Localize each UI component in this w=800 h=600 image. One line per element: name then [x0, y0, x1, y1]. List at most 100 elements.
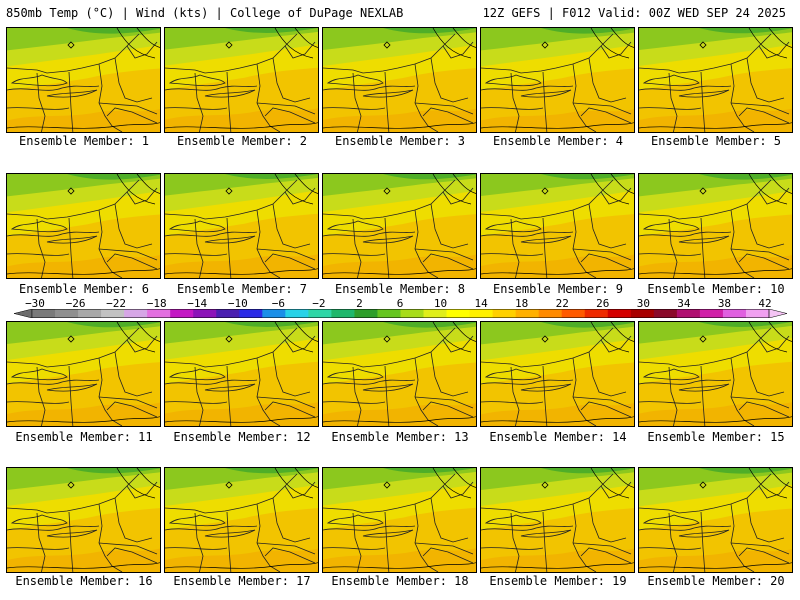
temperature-map [639, 322, 792, 426]
colorbar-swatch [630, 309, 655, 318]
colorbar-swatch [32, 309, 56, 318]
temperature-map [639, 174, 792, 278]
temperature-map [323, 468, 476, 572]
colorbar-tick-label: 38 [717, 297, 732, 310]
colorbar-tick-label: 30 [636, 297, 650, 310]
colorbar-swatch [561, 309, 586, 318]
temperature-map [7, 28, 160, 132]
colorbar-tick-label: −10 [227, 297, 248, 310]
colorbar-tick-label: −30 [25, 297, 45, 310]
colorbar-tick-label: −2 [312, 297, 326, 310]
ensemble-member-panel [6, 321, 161, 427]
colorbar-swatch [78, 309, 102, 318]
temperature-map [165, 468, 318, 572]
colorbar-swatch [170, 309, 194, 318]
colorbar-swatch [101, 309, 125, 318]
ensemble-member-label: Ensemble Member: 5 [650, 134, 782, 148]
temperature-map [323, 322, 476, 426]
ensemble-member-label: Ensemble Member: 6 [18, 282, 150, 296]
ensemble-member-label: Ensemble Member: 20 [647, 574, 785, 588]
ensemble-member-panel [164, 467, 319, 573]
colorbar-swatch [676, 309, 701, 318]
colorbar-tick-label: 10 [433, 297, 448, 310]
colorbar-swatch [722, 309, 747, 318]
ensemble-member-panel [480, 27, 635, 133]
ensemble-member-label: Ensemble Member: 3 [334, 134, 466, 148]
colorbar-tick-label: 34 [677, 297, 691, 310]
colorbar-tick-label: 42 [758, 297, 772, 310]
colorbar-tick-label: 14 [474, 297, 488, 310]
colorbar-swatch [515, 309, 540, 318]
colorbar-tick-label: −6 [271, 297, 285, 310]
colorbar-swatch [400, 309, 424, 318]
temperature-map [7, 174, 160, 278]
colorbar-swatch [124, 309, 148, 318]
temperature-map [165, 174, 318, 278]
ensemble-member-panel [164, 173, 319, 279]
ensemble-member-label: Ensemble Member: 8 [334, 282, 466, 296]
temperature-map [481, 174, 634, 278]
colorbar-tick-label: 22 [555, 297, 569, 310]
colorbar-swatch [423, 309, 447, 318]
ensemble-member-label: Ensemble Member: 18 [331, 574, 469, 588]
ensemble-member-label: Ensemble Member: 12 [173, 430, 311, 444]
temperature-map [165, 28, 318, 132]
ensemble-member-panel [322, 27, 477, 133]
colorbar-tick-label: −18 [146, 297, 167, 310]
ensemble-member-label: Ensemble Member: 13 [331, 430, 469, 444]
temperature-map [639, 468, 792, 572]
colorbar-swatch [216, 309, 240, 318]
colorbar-swatch [285, 309, 309, 318]
temperature-map [323, 28, 476, 132]
temperature-map [7, 468, 160, 572]
temperature-map [165, 322, 318, 426]
colorbar-max-arrow [768, 309, 787, 318]
ensemble-member-panel [6, 173, 161, 279]
colorbar-tick-label: −26 [65, 297, 86, 310]
colorbar-swatch [446, 309, 470, 318]
ensemble-member-panel [638, 467, 793, 573]
ensemble-member-label: Ensemble Member: 1 [18, 134, 150, 148]
colorbar-tick-label: 26 [596, 297, 610, 310]
ensemble-member-panel [322, 321, 477, 427]
ensemble-member-panel [638, 173, 793, 279]
ensemble-member-panel [6, 467, 161, 573]
ensemble-member-panel [638, 321, 793, 427]
ensemble-member-label: Ensemble Member: 7 [176, 282, 308, 296]
colorbar-tick-label: 2 [356, 297, 363, 310]
colorbar-swatch [584, 309, 609, 318]
ensemble-member-panel [480, 467, 635, 573]
colorbar-swatch [193, 309, 217, 318]
colorbar-swatch [538, 309, 563, 318]
colorbar-swatch [308, 309, 332, 318]
colorbar-min-arrow [14, 309, 33, 318]
colorbar-tick-label: −14 [187, 297, 208, 310]
ensemble-member-panel [164, 27, 319, 133]
ensemble-member-label: Ensemble Member: 10 [647, 282, 785, 296]
ensemble-member-label: Ensemble Member: 19 [489, 574, 627, 588]
colorbar-swatch [147, 309, 171, 318]
ensemble-member-label: Ensemble Member: 2 [176, 134, 308, 148]
colorbar-swatch [469, 309, 494, 318]
ensemble-member-panel [638, 27, 793, 133]
ensemble-member-panel [480, 321, 635, 427]
ensemble-member-label: Ensemble Member: 11 [15, 430, 153, 444]
colorbar-swatch [354, 309, 378, 318]
colorbar-swatch [492, 309, 517, 318]
colorbar-swatch [239, 309, 263, 318]
colorbar-tick-label: 6 [396, 297, 404, 310]
temperature-map [7, 322, 160, 426]
model-valid-time: 12Z GEFS | F012 Valid: 00Z WED SEP 24 20… [482, 6, 786, 20]
ensemble-member-label: Ensemble Member: 9 [492, 282, 624, 296]
colorbar-tick-label: −22 [106, 297, 127, 310]
ensemble-member-label: Ensemble Member: 16 [15, 574, 153, 588]
ensemble-member-label: Ensemble Member: 17 [173, 574, 311, 588]
ensemble-member-panel [6, 27, 161, 133]
colorbar-tick-label: 18 [515, 297, 529, 310]
colorbar-swatch [699, 309, 724, 318]
ensemble-member-panel [322, 173, 477, 279]
colorbar-swatch [377, 309, 401, 318]
ensemble-member-panel [164, 321, 319, 427]
temperature-map [481, 322, 634, 426]
colorbar-swatch [607, 309, 632, 318]
